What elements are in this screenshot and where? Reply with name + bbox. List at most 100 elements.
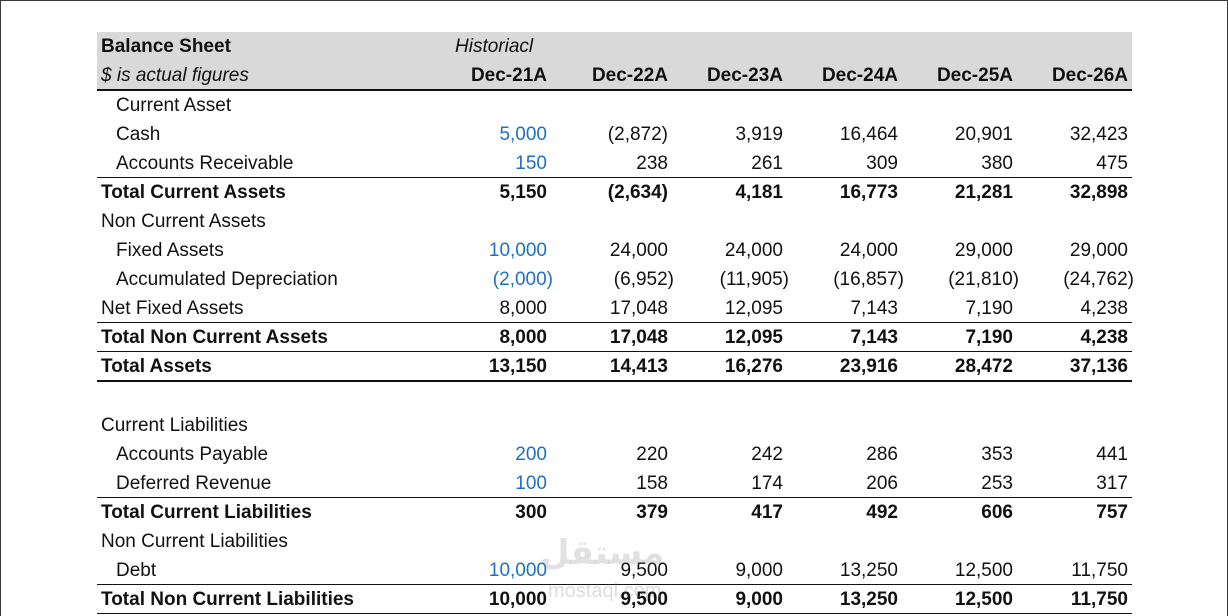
table-cell[interactable]: 7,190: [965, 298, 1013, 319]
table-cell[interactable]: 100: [515, 473, 547, 494]
table-cell[interactable]: 5,150: [499, 182, 547, 203]
table-cell[interactable]: 9,000: [735, 560, 783, 581]
table-cell[interactable]: 37,136: [1069, 356, 1128, 377]
year-header: Dec-26A: [1051, 65, 1128, 86]
table-cell[interactable]: 475: [1096, 153, 1128, 174]
table-cell[interactable]: 10,000: [488, 589, 547, 610]
row-label: Total Assets: [101, 356, 212, 377]
table-row-total-non-current-assets: Total Non Current Assets 8,000 17,048 12…: [97, 323, 1132, 352]
table-cell[interactable]: 24,000: [839, 240, 898, 261]
table-cell[interactable]: 174: [751, 473, 783, 494]
table-row-total-non-current-liabilities: Total Non Current Liabilities 10,000 9,5…: [97, 585, 1132, 614]
table-cell[interactable]: 7,143: [850, 298, 898, 319]
table-cell[interactable]: 12,500: [954, 560, 1013, 581]
table-cell[interactable]: (2,872): [607, 124, 668, 145]
table-row-fixed-assets: Fixed Assets 10,000 24,000 24,000 24,000…: [97, 236, 1132, 265]
table-cell[interactable]: 441: [1096, 444, 1128, 465]
table-cell[interactable]: 8,000: [499, 327, 547, 348]
table-cell[interactable]: 16,276: [724, 356, 783, 377]
row-label: Deferred Revenue: [116, 473, 272, 494]
table-cell[interactable]: (16,857): [833, 269, 904, 290]
blank-row: [97, 382, 1132, 411]
sheet-subtitle: $ is actual figures: [101, 65, 249, 86]
table-cell[interactable]: (24,762): [1063, 269, 1134, 290]
table-cell[interactable]: 9,500: [620, 560, 668, 581]
table-cell[interactable]: 21,281: [954, 182, 1013, 203]
table-cell[interactable]: 13,250: [839, 589, 898, 610]
table-row-accounts-payable: Accounts Payable 200 220 242 286 353 441: [97, 440, 1132, 469]
table-cell[interactable]: (21,810): [948, 269, 1019, 290]
table-cell[interactable]: 24,000: [609, 240, 668, 261]
table-cell[interactable]: 16,773: [839, 182, 898, 203]
table-cell[interactable]: 23,916: [839, 356, 898, 377]
table-cell[interactable]: 4,238: [1080, 298, 1128, 319]
table-cell[interactable]: 220: [636, 444, 668, 465]
table-cell[interactable]: 317: [1096, 473, 1128, 494]
table-cell[interactable]: 13,250: [839, 560, 898, 581]
table-cell[interactable]: 12,500: [954, 589, 1013, 610]
watermark-logo: مستقل: [540, 534, 665, 572]
table-cell[interactable]: 7,190: [965, 327, 1013, 348]
table-cell[interactable]: 32,898: [1069, 182, 1128, 203]
table-cell[interactable]: (6,952): [613, 269, 674, 290]
table-cell[interactable]: 757: [1096, 502, 1128, 523]
row-label: Debt: [116, 560, 157, 581]
table-cell[interactable]: 24,000: [724, 240, 783, 261]
table-cell[interactable]: 261: [751, 153, 783, 174]
table-cell[interactable]: 300: [515, 502, 547, 523]
table-cell[interactable]: 17,048: [609, 298, 668, 319]
row-label: Accounts Receivable: [116, 153, 294, 174]
table-cell[interactable]: 353: [981, 444, 1013, 465]
table-cell[interactable]: 380: [981, 153, 1013, 174]
table-cell[interactable]: 417: [751, 502, 783, 523]
table-cell[interactable]: 492: [866, 502, 898, 523]
year-header: Dec-21A: [470, 65, 547, 86]
table-row-cash: Cash 5,000 (2,872) 3,919 16,464 20,901 3…: [97, 120, 1132, 149]
table-cell[interactable]: 606: [981, 502, 1013, 523]
table-cell[interactable]: 379: [636, 502, 668, 523]
table-cell[interactable]: 206: [866, 473, 898, 494]
table-cell[interactable]: 12,095: [724, 298, 783, 319]
table-cell[interactable]: 10,000: [488, 560, 547, 581]
table-cell[interactable]: 4,181: [735, 182, 783, 203]
table-cell[interactable]: 29,000: [1069, 240, 1128, 261]
table-cell[interactable]: 3,919: [735, 124, 783, 145]
table-cell[interactable]: 16,464: [839, 124, 898, 145]
year-header: Dec-25A: [936, 65, 1013, 86]
table-cell[interactable]: 11,750: [1070, 589, 1128, 610]
table-cell[interactable]: 20,901: [954, 124, 1013, 145]
section-label: Non Current Assets: [101, 211, 266, 232]
table-cell[interactable]: (2,634): [607, 182, 668, 203]
table-cell[interactable]: 150: [515, 153, 547, 174]
table-cell[interactable]: 29,000: [954, 240, 1013, 261]
table-cell[interactable]: 253: [981, 473, 1013, 494]
table-cell[interactable]: 242: [751, 444, 783, 465]
table-cell[interactable]: 238: [636, 153, 668, 174]
table-cell[interactable]: 11,750: [1071, 560, 1128, 581]
table-cell[interactable]: 14,413: [609, 356, 668, 377]
table-cell[interactable]: 200: [515, 444, 547, 465]
section-header-row: Current Liabilities: [97, 411, 1132, 440]
header-row-years: $ is actual figures Dec-21A Dec-22A Dec-…: [97, 61, 1132, 91]
table-cell[interactable]: (11,905): [719, 269, 789, 290]
row-label: Cash: [116, 124, 161, 145]
table-cell[interactable]: 32,423: [1069, 124, 1128, 145]
table-cell[interactable]: 309: [866, 153, 898, 174]
table-cell[interactable]: 12,095: [724, 327, 783, 348]
table-cell[interactable]: (2,000): [492, 269, 553, 290]
table-cell[interactable]: 13,150: [488, 356, 547, 377]
table-cell[interactable]: 17,048: [609, 327, 668, 348]
table-row-total-assets: Total Assets 13,150 14,413 16,276 23,916…: [97, 352, 1132, 382]
table-cell[interactable]: 5,000: [499, 124, 547, 145]
table-cell[interactable]: 7,143: [850, 327, 898, 348]
row-label: Total Current Assets: [101, 182, 286, 203]
table-cell[interactable]: 9,500: [620, 589, 668, 610]
table-cell[interactable]: 158: [636, 473, 668, 494]
table-cell[interactable]: 9,000: [735, 589, 783, 610]
table-cell[interactable]: 10,000: [488, 240, 547, 261]
table-cell[interactable]: 8,000: [499, 298, 547, 319]
table-cell[interactable]: 4,238: [1080, 327, 1128, 348]
table-cell[interactable]: 28,472: [954, 356, 1013, 377]
row-label: Fixed Assets: [116, 240, 224, 261]
table-cell[interactable]: 286: [866, 444, 898, 465]
